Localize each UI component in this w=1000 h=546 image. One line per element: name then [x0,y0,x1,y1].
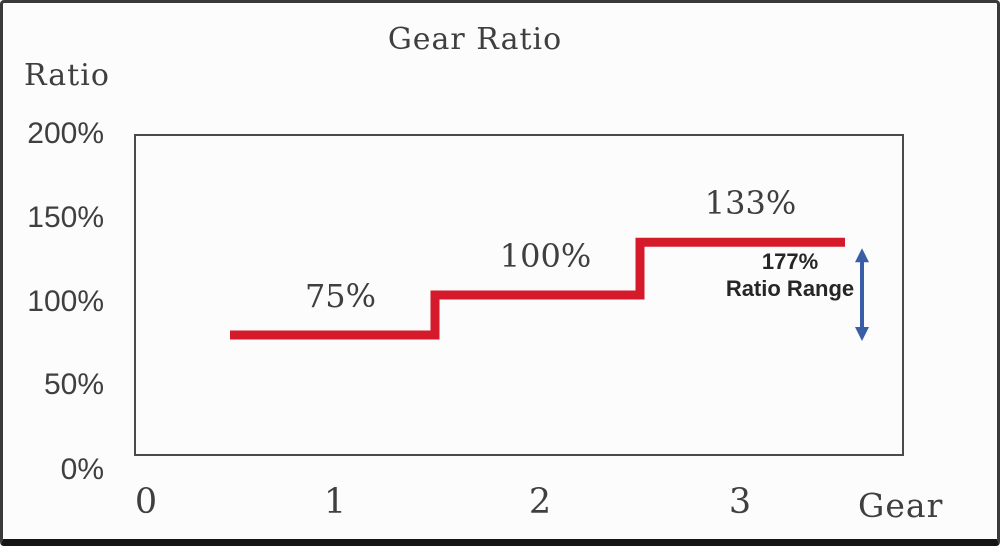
x-axis-label: Gear [858,486,944,525]
y-tick-label: 100% [27,285,104,318]
range-annotation-value: 177% [761,249,819,274]
y-tick-label: 200% [27,117,104,150]
step-value-label: 133% [704,184,797,223]
plot-area [134,134,904,456]
y-tick-label: 0% [60,453,104,486]
y-tick-label: 150% [27,201,104,234]
range-arrow-icon [855,248,869,341]
range-annotation: 177% Ratio Range [700,248,880,302]
step-value-label: 75% [304,277,377,315]
x-tick-label: 1 [323,482,347,522]
step-value-label: 100% [499,237,592,275]
x-tick-label: 0 [134,482,158,522]
chart-title: Gear Ratio [387,22,563,57]
gear-step-line [230,237,845,340]
y-tick-label: 50% [43,368,104,401]
y-axis-label: Ratio [24,58,110,93]
x-tick-label: 3 [728,482,752,522]
range-annotation-label: Ratio Range [725,276,855,301]
x-tick-label: 2 [528,482,552,522]
